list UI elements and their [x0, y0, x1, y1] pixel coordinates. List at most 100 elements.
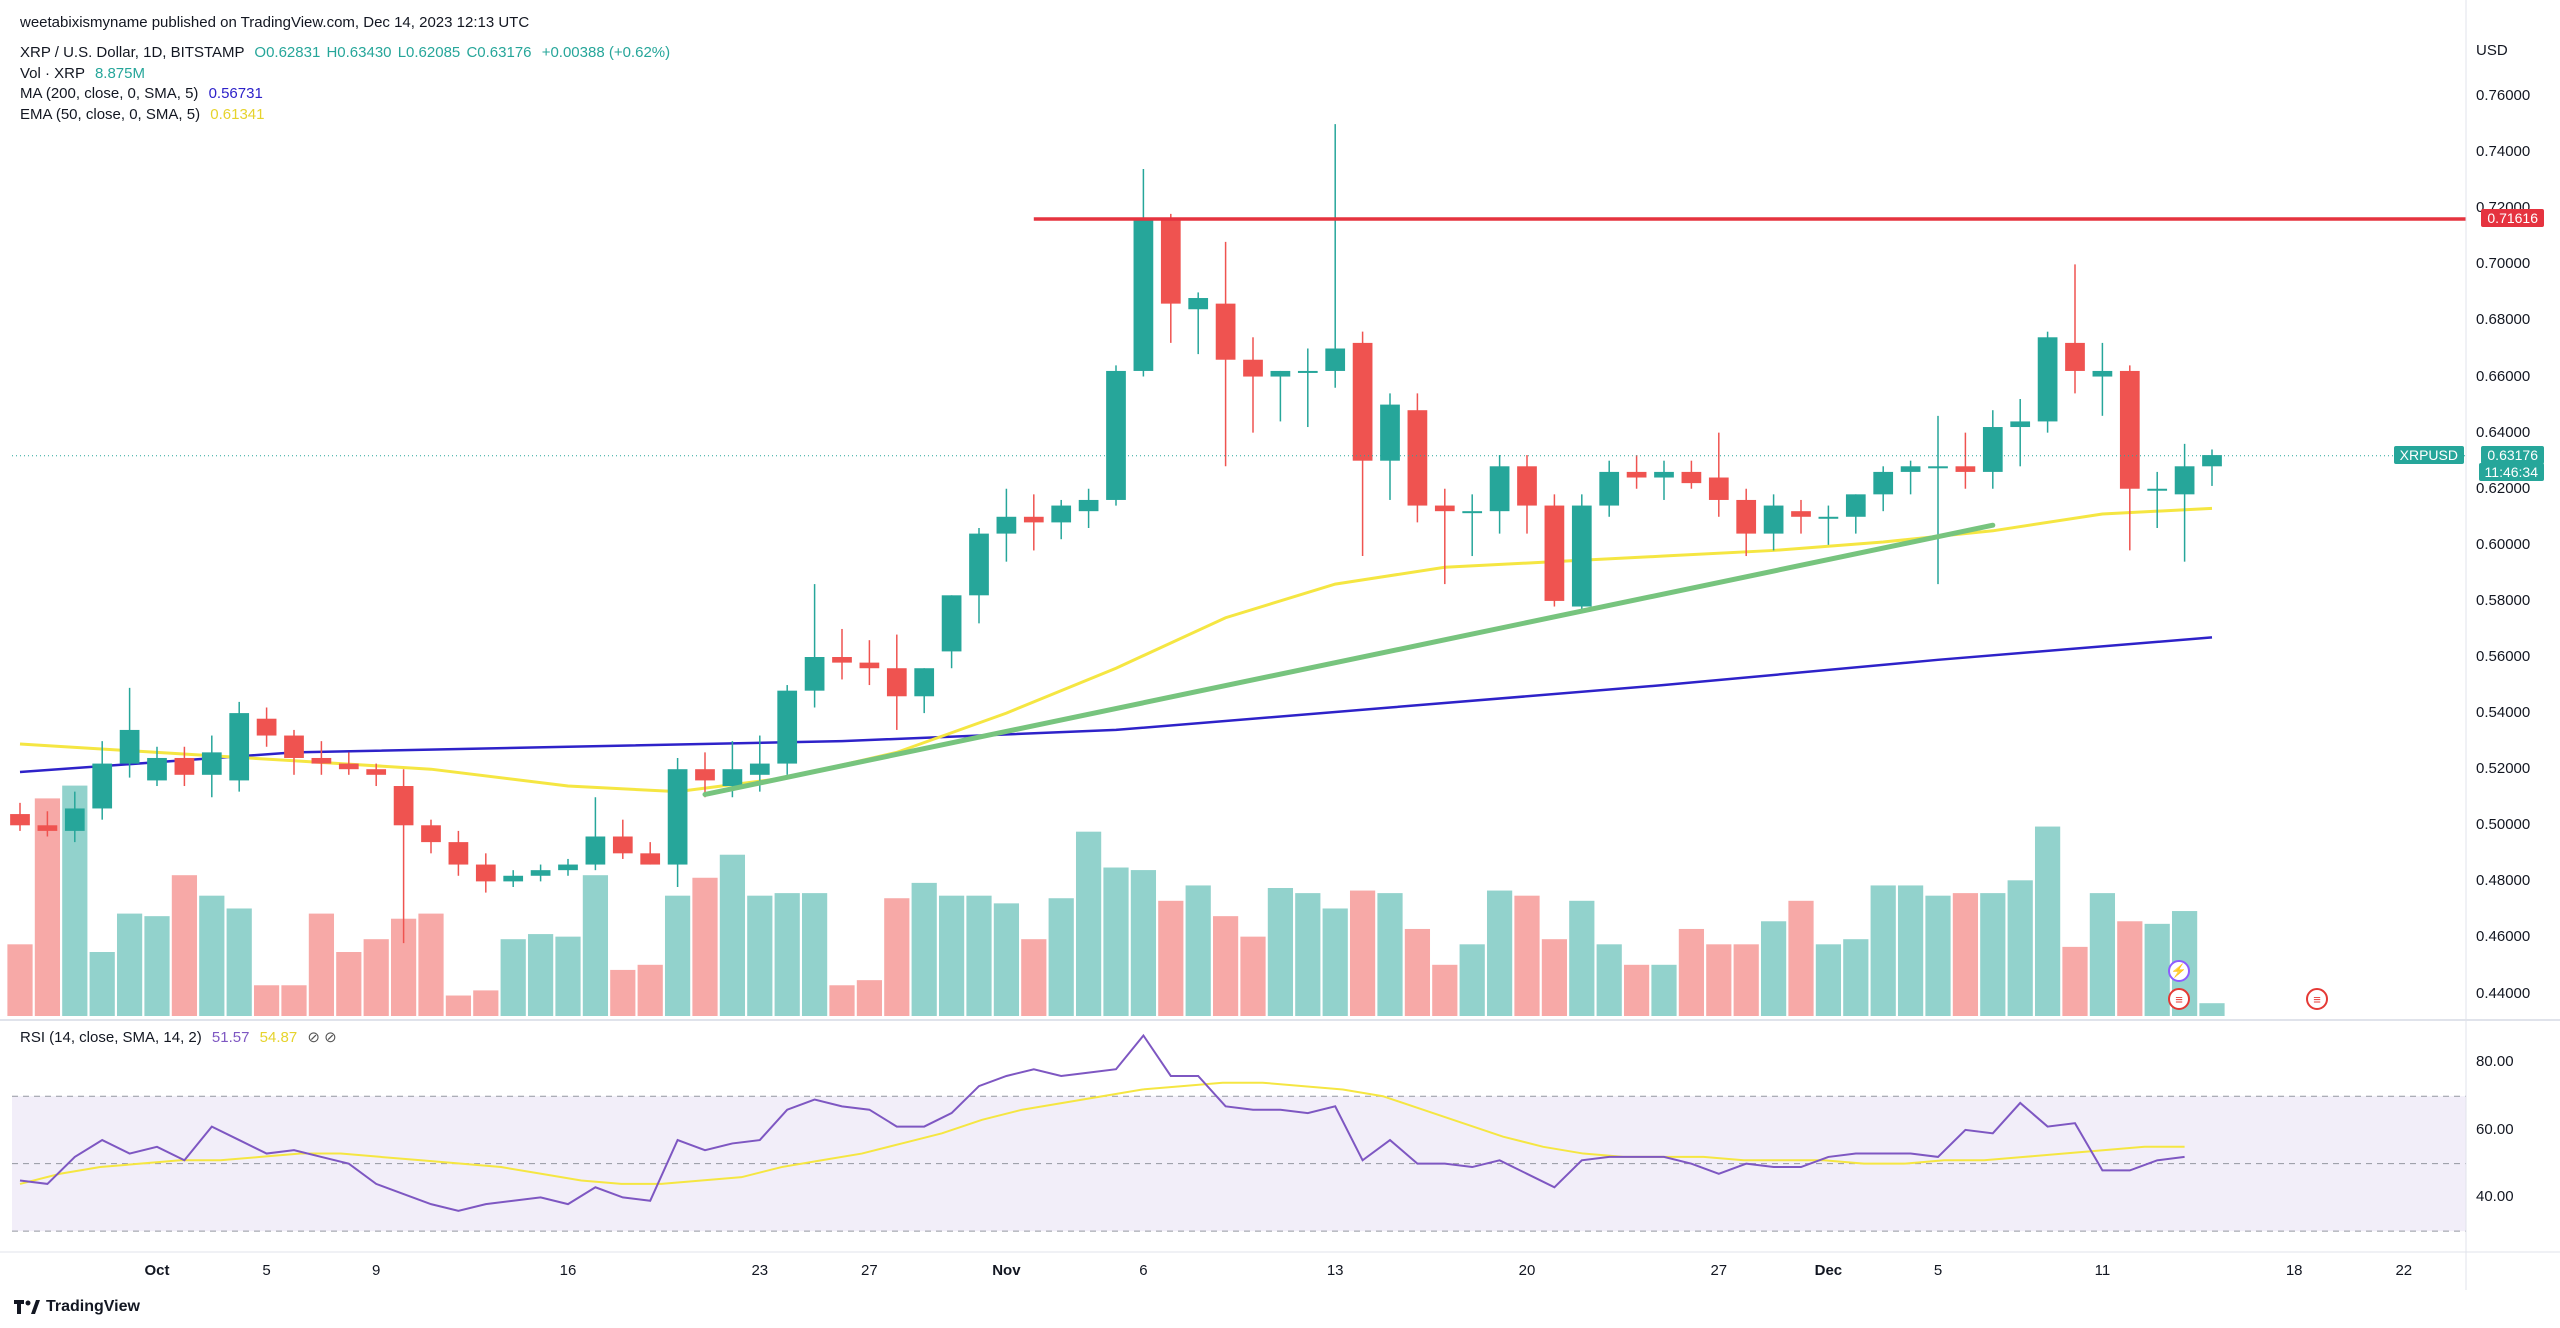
price-tick-label: 0.56000: [2476, 648, 2531, 665]
candle-body: [1078, 499, 1099, 512]
volume-bar: [1322, 908, 1348, 1016]
time-tick-label: 16: [559, 1262, 577, 1279]
time-tick-label: 20: [1518, 1262, 1536, 1279]
volume-bar: [1569, 900, 1595, 1016]
volume-bar: [582, 875, 609, 1016]
candle-body: [1051, 505, 1072, 523]
volume-bar: [555, 936, 581, 1016]
volume-bar: [1295, 893, 1321, 1016]
volume-bar: [1075, 831, 1102, 1016]
volume-bar: [747, 895, 773, 1016]
candle-body: [749, 763, 770, 775]
candle-body: [1708, 477, 1729, 500]
resistance-price-tag: 0.71616: [2481, 209, 2544, 228]
candle-body: [667, 769, 688, 865]
candle-body: [1023, 516, 1044, 523]
candle-body: [421, 825, 441, 843]
volume-bar: [1788, 900, 1814, 1016]
time-tick-label: 11: [2094, 1262, 2111, 1279]
price-tick-label: 0.68000: [2476, 311, 2531, 329]
candle-body: [2147, 488, 2168, 491]
candle-body: [366, 769, 387, 775]
time-tick-label: 13: [1326, 1262, 1344, 1279]
candle-body: [1489, 466, 1510, 512]
volume-bar: [1432, 964, 1458, 1016]
candle-body: [2092, 370, 2113, 377]
volume-bar: [363, 939, 389, 1016]
us-flag-event-icon[interactable]: ≡: [2168, 988, 2190, 1010]
volume-bar: [1678, 928, 1705, 1016]
lightning-icon[interactable]: ⚡: [2168, 960, 2190, 982]
volume-bar: [1240, 936, 1266, 1016]
price-tick-label: 0.48000: [2476, 872, 2531, 890]
tradingview-logo[interactable]: TradingView: [14, 1298, 140, 1316]
volume-bar: [856, 980, 883, 1016]
ma-label: MA (200, close, 0, SMA, 5): [20, 85, 199, 102]
candle-body: [1106, 370, 1126, 500]
publisher-line: weetabixismyname published on TradingVie…: [20, 14, 530, 31]
support-trendline: [702, 522, 1996, 797]
price-tick-label: 0.74000: [2476, 143, 2531, 161]
candle-body: [1681, 471, 1702, 484]
time-tick-label: 5: [1933, 1262, 1943, 1279]
candle-body: [147, 757, 167, 781]
volume-value: 8.875M: [94, 65, 145, 82]
candle-body: [2119, 370, 2140, 489]
time-tick-label: 27: [1710, 1262, 1728, 1279]
volume-bar: [1843, 939, 1869, 1016]
candle-body: [1215, 303, 1236, 360]
candle-body: [969, 533, 989, 596]
time-tick-label: Nov: [992, 1262, 1021, 1279]
volume-bar: [966, 895, 992, 1016]
volume-bar: [2007, 880, 2033, 1016]
ema-label: EMA (50, close, 0, SMA, 5): [20, 106, 201, 123]
candle-body: [475, 864, 496, 882]
volume-bar: [1706, 944, 1732, 1016]
price-tick-label: 0.76000: [2476, 87, 2531, 105]
volume-bar: [1486, 890, 1513, 1016]
candle-body: [1407, 410, 1428, 506]
tradingview-brand: TradingView: [46, 1298, 140, 1315]
volume-label: Vol · XRP: [20, 65, 85, 82]
us-flag-event-icon-2[interactable]: ≡: [2306, 988, 2328, 1010]
volume-bar: [308, 913, 335, 1016]
ema-value: 0.61341: [210, 106, 265, 123]
ohlc-high: H0.63430: [326, 44, 392, 61]
candle-body: [859, 662, 880, 669]
currency-label: USD: [2476, 42, 2508, 59]
rsi-tick-label: 80.00: [2476, 1053, 2514, 1071]
candle-body: [612, 836, 633, 854]
volume-bar: [829, 985, 855, 1016]
price-tick-label: 0.46000: [2476, 928, 2531, 946]
candle-body: [503, 875, 524, 882]
symbol-title: XRP / U.S. Dollar, 1D, BITSTAMP: [20, 44, 245, 61]
rsi-value: 51.57: [211, 1029, 250, 1046]
volume-bar: [1870, 885, 1896, 1016]
volume-bar: [2144, 923, 2170, 1016]
price-tick-label: 0.58000: [2476, 591, 2531, 609]
volume-bar: [801, 893, 828, 1016]
candle-body: [1544, 505, 1565, 601]
candle-body: [338, 763, 359, 770]
time-tick-label: 6: [1139, 1262, 1148, 1279]
candle-body: [448, 842, 469, 865]
candle-body: [1297, 370, 1318, 373]
volume-bar: [1596, 944, 1622, 1016]
price-tick-label: 0.70000: [2476, 255, 2531, 273]
candle-body: [1434, 505, 1455, 512]
volume-bar: [1925, 895, 1951, 1016]
price-tick-label: 0.60000: [2476, 535, 2531, 553]
candle-body: [1873, 471, 1894, 495]
ma-legend: MA (200, close, 0, SMA, 5) 0.56731: [20, 85, 263, 102]
candle-body: [1791, 511, 1811, 517]
volume-bar: [1158, 900, 1184, 1016]
candle-body: [393, 786, 414, 826]
rsi-visibility-icons[interactable]: ⊘ ⊘: [307, 1029, 337, 1046]
volume-bar: [1760, 921, 1787, 1016]
candle-body: [1928, 466, 1948, 469]
price-tick-label: 0.64000: [2476, 423, 2531, 441]
ohlc-open: O0.62831: [254, 44, 321, 61]
candle-body: [1160, 219, 1181, 304]
volume-bar: [610, 969, 636, 1016]
